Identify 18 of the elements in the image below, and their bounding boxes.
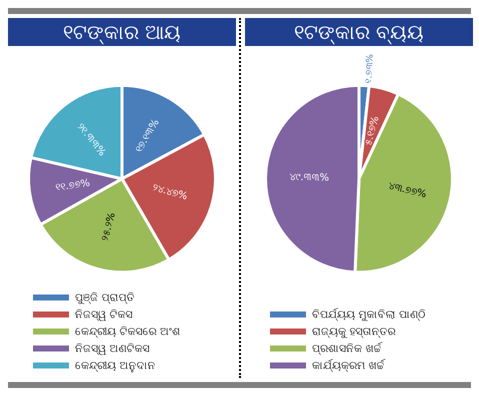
legend-label: ବିପର୍ଯ୍ୟୟ ମୁକାବିଲା ପାଣ୍ଠି <box>312 308 426 322</box>
data-label: ୪୩.୭୭% <box>387 180 428 200</box>
legend-label: ରାଜ୍ୟକୁ ହସ୍ତାନ୍ତର <box>312 325 396 339</box>
chart-title: ୧ଟଙ୍କାର ବ୍ୟୟ <box>245 18 473 46</box>
chart-title: ୧ଟଙ୍କାର ଆୟ <box>8 18 236 46</box>
legend-label: କେନ୍ଦ୍ରୀୟ ଟିକସରେ ଅଂଶ <box>75 325 180 338</box>
data-label: ୪୯.୩୩% <box>289 172 330 184</box>
legend-label: କାର୍ଯ୍ୟକ୍ରମ ଖର୍ଚ୍ଚ <box>312 359 386 372</box>
data-label: ୫.୧୭% <box>363 115 382 147</box>
legend-label: ପ୍ରଶାସନିକ ଖର୍ଚ୍ଚ <box>312 342 382 355</box>
legend-label: ପୁଞ୍ଜି ପ୍ରାପ୍ତି <box>75 291 134 305</box>
data-label: ୨୫.୨% <box>100 211 118 242</box>
legend-label: କେନ୍ଦ୍ରୀୟ ଅନୁଦାନ <box>75 359 156 372</box>
legend-label: ନିଜସ୍ୱ ଅଣଟିକସ <box>75 342 150 355</box>
data-label: ୧.୭୩% <box>364 53 376 84</box>
data-label: ୨୪.୪୭% <box>151 182 189 203</box>
legend-label: ନିଜସ୍ୱ ଟିକସ <box>75 308 132 321</box>
data-label: ୧୧.୭୭% <box>54 178 91 194</box>
